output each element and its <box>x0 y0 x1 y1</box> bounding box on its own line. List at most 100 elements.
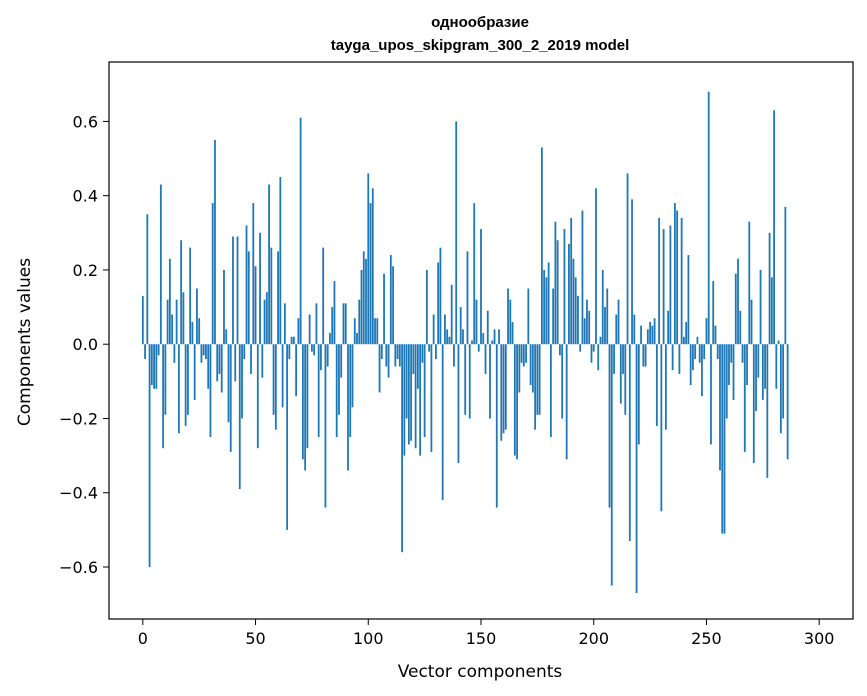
bar-45 <box>243 344 246 360</box>
bar-27 <box>202 344 205 356</box>
bar-125 <box>423 344 426 438</box>
bar-18 <box>182 292 185 345</box>
bar-270 <box>750 299 753 345</box>
bar-108 <box>385 344 388 367</box>
bar-137 <box>450 284 453 345</box>
bar-219 <box>635 344 638 593</box>
bar-150 <box>480 229 482 345</box>
bar-35 <box>220 344 223 393</box>
bar-70 <box>299 117 302 345</box>
bar-195 <box>581 210 584 345</box>
x-tick-label: 200 <box>578 629 609 648</box>
bar-51 <box>256 344 259 449</box>
bar-26 <box>200 344 203 363</box>
bar-140 <box>457 344 460 464</box>
plot-frame <box>108 61 854 620</box>
bar-227 <box>653 318 656 345</box>
bar-181 <box>549 344 552 438</box>
bar-184 <box>556 240 559 345</box>
bar-12 <box>168 258 171 345</box>
bar-93 <box>351 344 354 408</box>
bar-75 <box>311 344 313 352</box>
bar-164 <box>511 321 514 345</box>
bar-61 <box>279 177 282 345</box>
bar-142 <box>462 329 464 345</box>
bar-281 <box>775 344 778 389</box>
bar-260 <box>728 344 730 386</box>
bar-7 <box>157 344 160 356</box>
bar-234 <box>669 225 672 345</box>
bar-167 <box>518 344 521 393</box>
bar-73 <box>306 344 309 449</box>
bar-276 <box>764 344 766 389</box>
bar-248 <box>701 344 703 397</box>
bar-240 <box>683 336 685 345</box>
bar-134 <box>444 314 446 345</box>
bar-104 <box>376 318 379 345</box>
bar-84 <box>331 307 334 345</box>
bar-229 <box>658 217 661 345</box>
bar-278 <box>768 232 771 345</box>
bar-91 <box>347 344 349 471</box>
bar-218 <box>633 314 636 345</box>
bar-54 <box>263 299 266 345</box>
bar-33 <box>216 344 219 382</box>
bar-25 <box>198 318 201 345</box>
bar-185 <box>559 344 561 356</box>
bar-268 <box>746 344 748 386</box>
bar-263 <box>734 273 737 345</box>
bar-216 <box>628 344 631 542</box>
bar-59 <box>274 344 277 430</box>
bar-92 <box>349 344 352 438</box>
bar-193 <box>577 295 579 345</box>
bar-144 <box>466 251 469 345</box>
bar-174 <box>534 344 537 430</box>
bar-198 <box>588 310 591 345</box>
bar-49 <box>252 203 255 345</box>
y-tick-label: 0.2 <box>73 261 98 280</box>
bar-106 <box>380 344 383 360</box>
bar-29 <box>207 344 210 389</box>
y-axis-label: Components values <box>15 258 35 426</box>
bar-241 <box>685 321 688 345</box>
bar-120 <box>412 344 415 374</box>
x-tick-label: 100 <box>353 629 384 648</box>
bar-56 <box>268 184 270 345</box>
bar-95 <box>356 333 358 345</box>
bar-107 <box>383 273 385 345</box>
bar-203 <box>599 336 602 345</box>
x-axis-ticks: 0 50 100 150 200 250 300 <box>138 619 835 648</box>
bar-34 <box>218 344 221 374</box>
bar-239 <box>680 217 683 345</box>
bar-162 <box>507 288 509 345</box>
bar-90 <box>344 303 347 345</box>
bar-58 <box>272 344 275 415</box>
bar-135 <box>446 329 449 345</box>
bar-199 <box>590 344 593 363</box>
y-tick-label: −0.6 <box>59 558 98 577</box>
chart-subtitle: tayga_upos_skipgram_300_2_2019 model <box>331 37 630 54</box>
bar-1 <box>144 344 146 360</box>
bar-159 <box>500 344 503 441</box>
bar-20 <box>187 344 189 415</box>
bar-147 <box>473 203 476 345</box>
x-tick-label: 250 <box>691 629 722 648</box>
bar-153 <box>486 310 489 345</box>
bar-121 <box>414 344 417 449</box>
bar-21 <box>189 247 192 345</box>
bar-274 <box>759 269 762 345</box>
bar-187 <box>563 229 566 345</box>
bar-103 <box>374 318 376 345</box>
bar-5 <box>153 344 155 389</box>
bar-160 <box>502 344 505 434</box>
bar-202 <box>597 344 600 371</box>
bar-258 <box>723 344 726 534</box>
x-tick-label: 300 <box>804 629 835 648</box>
bar-194 <box>579 344 582 352</box>
bar-264 <box>737 258 739 345</box>
bar-238 <box>678 344 681 374</box>
bar-130 <box>435 344 437 360</box>
bar-64 <box>286 344 289 530</box>
bar-62 <box>281 344 284 408</box>
